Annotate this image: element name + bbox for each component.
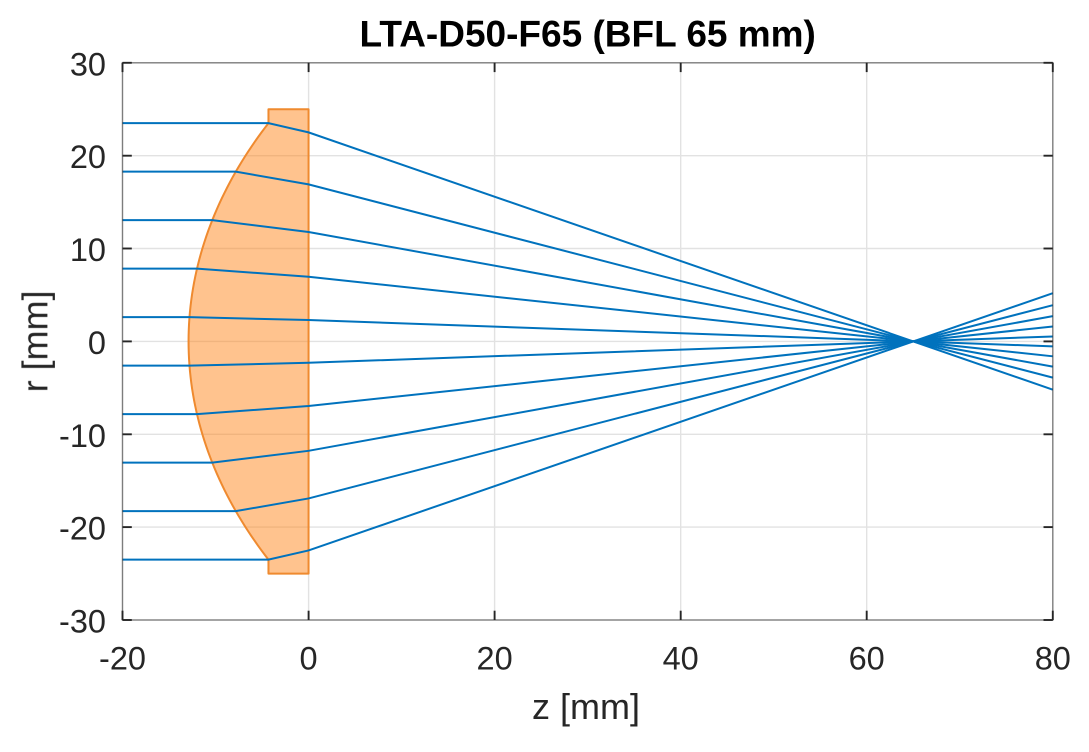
svg-text:-20: -20 (99, 641, 146, 677)
svg-text:20: 20 (70, 139, 106, 175)
svg-text:10: 10 (70, 232, 106, 268)
svg-text:-10: -10 (59, 418, 106, 454)
svg-text:LTA-D50-F65 (BFL 65 mm): LTA-D50-F65 (BFL 65 mm) (359, 14, 815, 55)
svg-text:80: 80 (1035, 641, 1071, 677)
svg-text:-20: -20 (59, 511, 106, 547)
svg-text:z [mm]: z [mm] (532, 686, 640, 727)
svg-text:0: 0 (88, 325, 106, 361)
svg-text:40: 40 (663, 641, 699, 677)
svg-text:0: 0 (300, 641, 318, 677)
svg-text:60: 60 (849, 641, 885, 677)
svg-text:20: 20 (477, 641, 513, 677)
svg-text:r [mm]: r [mm] (14, 290, 55, 392)
svg-text:-30: -30 (59, 604, 106, 640)
svg-text:30: 30 (70, 46, 106, 82)
